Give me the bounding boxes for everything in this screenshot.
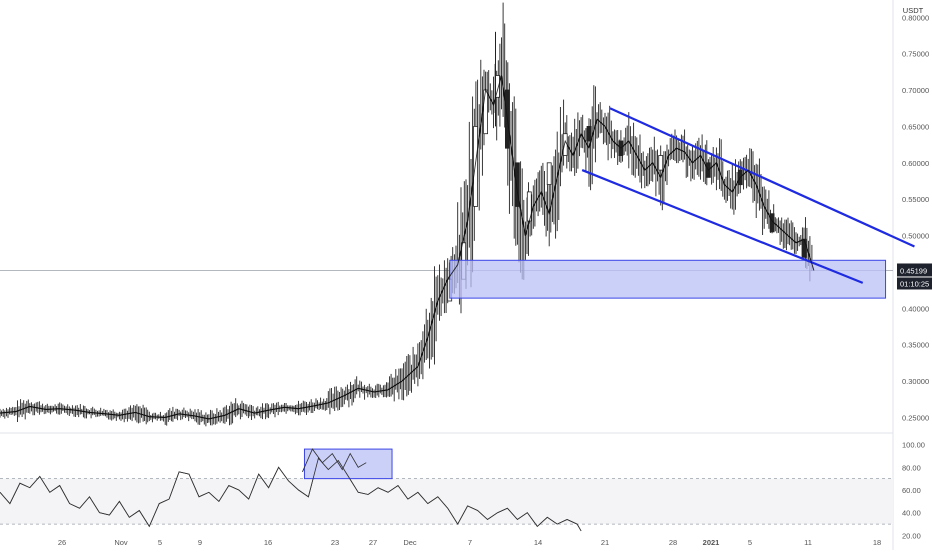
price-line-overlay: [0, 75, 815, 420]
time-tick-label: 28: [669, 538, 677, 547]
indicator-tick-label: 100.00: [902, 441, 925, 450]
axes-layer[interactable]: 0.80000 0.75000 0.70000 0.65000 0.60000 0.550…: [58, 13, 932, 547]
candle-body: [562, 133, 568, 156]
current-price-tag[interactable]: [897, 263, 932, 277]
time-tick-label: 26: [58, 538, 66, 547]
price-tick-label: 0.70000: [902, 86, 929, 95]
indicator-tick-label: 80.00: [902, 463, 921, 472]
price-tick-label: 0.50000: [902, 232, 929, 241]
price-tick-label: 0.80000: [902, 13, 929, 22]
price-tick-label: 0.60000: [902, 159, 929, 168]
indicator-band: [0, 478, 893, 525]
grid-layer: [0, 0, 894, 550]
price-tick-label: 0.35000: [902, 341, 929, 350]
time-tick-label: 16: [264, 538, 272, 547]
channel-lower-line[interactable]: [581, 169, 864, 284]
drawing-layer[interactable]: [0, 75, 915, 532]
indicator-tick-label: 40.00: [902, 509, 921, 518]
countdown-tag: [897, 277, 932, 290]
price-tick-label: 0.30000: [902, 377, 929, 386]
time-tick-label: 18: [873, 538, 881, 547]
time-tick-label: 23: [331, 538, 339, 547]
channel-upper-line[interactable]: [609, 107, 915, 248]
candle-body: [801, 238, 807, 258]
time-tick-label: 2021: [703, 538, 720, 547]
candle-body: [483, 89, 489, 135]
time-tick-label: 11: [804, 538, 812, 547]
indicator-peak-line-overlay: [302, 448, 367, 472]
time-tick-label: 7: [468, 538, 472, 547]
time-tick-label: 27: [369, 538, 377, 547]
candle-body: [586, 126, 592, 142]
time-tick-label: 9: [198, 538, 202, 547]
current-price-label: 0.45199: [900, 266, 927, 275]
time-tick-label: Nov: [114, 538, 128, 547]
time-tick-label: 21: [601, 538, 609, 547]
candle-body: [515, 162, 520, 207]
price-tick-label: 0.25000: [902, 413, 929, 422]
price-tick-label: 0.65000: [902, 122, 929, 131]
indicator-tick-label: 20.00: [902, 532, 921, 541]
price-tick-label: 0.55000: [902, 195, 929, 204]
candle-body: [473, 126, 479, 207]
countdown-label: 01:10:25: [900, 279, 929, 288]
currency-label: USDT: [903, 6, 924, 15]
time-tick-label: 5: [158, 538, 162, 547]
price-tick-label: 0.75000: [902, 50, 929, 59]
price-tick-label: 0.40000: [902, 304, 929, 313]
candle-body: [546, 162, 552, 186]
time-tick-label: 5: [748, 538, 752, 547]
time-tick-label: 14: [534, 538, 542, 547]
time-tick-label: Dec: [403, 538, 417, 547]
indicator-zone[interactable]: [303, 448, 393, 480]
candle-body: [658, 155, 664, 171]
indicator-tick-label: 60.00: [902, 486, 921, 495]
indicator-line-overlay: [0, 457, 582, 532]
